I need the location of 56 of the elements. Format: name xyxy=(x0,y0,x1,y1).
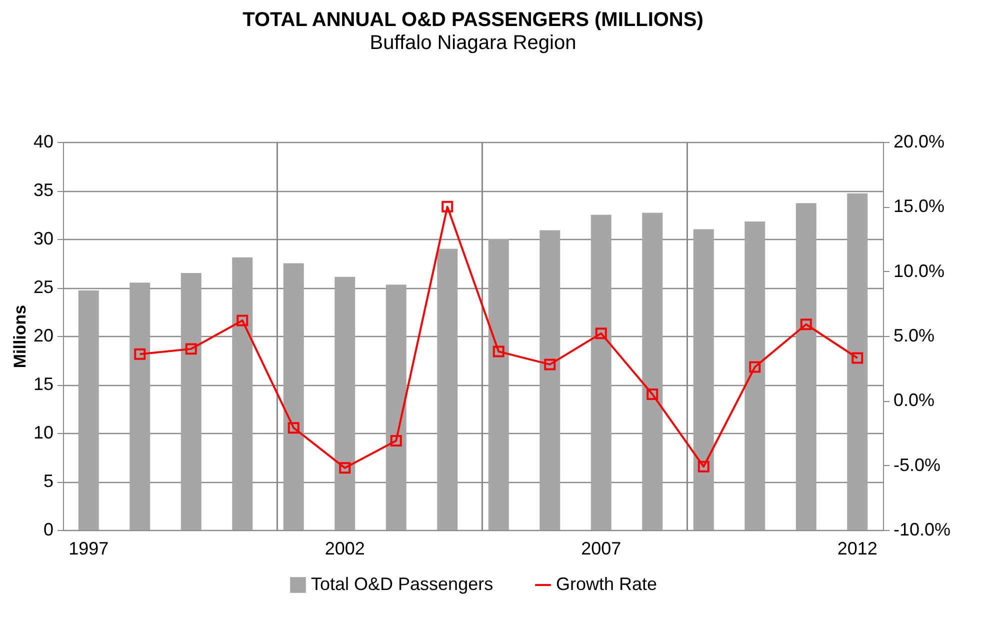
point xyxy=(288,422,300,434)
point xyxy=(492,346,504,358)
y2-tick-label: -10.0% xyxy=(894,520,951,540)
point xyxy=(749,361,761,373)
chart-subtitle: Buffalo Niagara Region xyxy=(370,32,576,54)
y-axis-title: Millions xyxy=(10,304,30,368)
y2-tick-label: 5.0% xyxy=(894,326,935,346)
y2-tick-label: 15.0% xyxy=(894,196,945,216)
y-tick-label: 30 xyxy=(33,228,54,248)
bar xyxy=(693,229,714,530)
bar xyxy=(232,257,253,530)
y2-tick-label: -5.0% xyxy=(894,454,941,475)
y2-tick-label: 0.0% xyxy=(894,390,935,410)
y2-tick-label: 20.0% xyxy=(894,132,945,152)
bar xyxy=(642,212,663,530)
point xyxy=(236,314,248,326)
point xyxy=(442,200,454,212)
bar xyxy=(796,203,816,530)
point xyxy=(185,343,197,355)
bar xyxy=(130,282,150,530)
bar xyxy=(386,284,406,530)
y-tick-label: 10 xyxy=(33,422,54,442)
bar xyxy=(180,272,202,530)
x-tick-label: 2007 xyxy=(581,538,622,558)
point xyxy=(698,460,710,472)
point xyxy=(646,388,658,400)
bar xyxy=(334,276,356,530)
point xyxy=(544,358,556,370)
bar xyxy=(437,248,458,530)
bar xyxy=(744,222,766,530)
y-tick-label: 0 xyxy=(43,520,54,540)
y-tick-label: 40 xyxy=(33,132,54,152)
x-tick-label: 2012 xyxy=(837,538,878,558)
bar xyxy=(540,230,560,530)
point xyxy=(390,435,402,447)
bar xyxy=(78,290,99,530)
y-tick-label: 20 xyxy=(33,326,54,346)
point xyxy=(800,318,812,330)
point xyxy=(339,462,351,474)
point xyxy=(852,352,864,364)
chart-title: TOTAL ANNUAL O&D PASSENGERS (MILLIONS) xyxy=(242,9,704,31)
point xyxy=(134,348,146,360)
y-tick-label: 35 xyxy=(33,180,54,200)
y2-tick-label: 10.0% xyxy=(894,260,945,281)
point xyxy=(595,328,607,340)
y-tick-label: 15 xyxy=(33,374,54,394)
y-tick-label: 5 xyxy=(43,471,54,491)
x-tick-label: 1997 xyxy=(68,538,109,558)
bar xyxy=(847,193,868,530)
legend-label: Total O&D Passengers xyxy=(311,574,494,594)
x-tick-label: 2002 xyxy=(324,538,365,558)
legend-label: Growth Rate xyxy=(556,574,658,594)
bar xyxy=(488,239,509,530)
bar xyxy=(590,214,612,530)
bar xyxy=(283,263,304,530)
y-tick-label: 25 xyxy=(33,277,54,297)
